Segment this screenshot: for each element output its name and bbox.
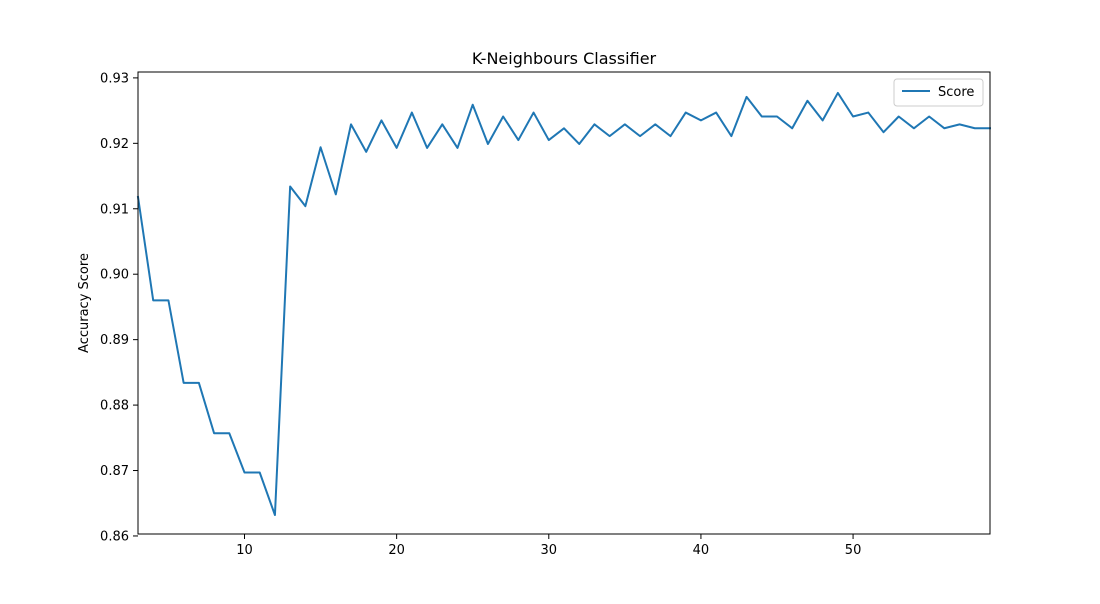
y-tick-label: 0.91 <box>100 202 129 217</box>
y-tick-label: 0.93 <box>100 71 129 86</box>
x-tick-label: 10 <box>236 543 253 558</box>
x-tick-label: 20 <box>388 543 405 558</box>
y-tick-label: 0.92 <box>100 137 129 152</box>
y-tick-label: 0.87 <box>100 464 129 479</box>
legend-box <box>893 78 984 107</box>
y-tick-label: 0.86 <box>100 529 129 544</box>
x-axis-ticks: 10 20 30 40 50 <box>236 534 861 558</box>
x-tick-label: 30 <box>541 543 558 558</box>
chart-title: K-Neighbours Classifier <box>472 49 657 68</box>
legend-label-score: Score <box>938 85 974 100</box>
plot-frame <box>137 71 991 535</box>
y-tick-label: 0.89 <box>100 333 129 348</box>
y-tick-label: 0.88 <box>100 399 129 414</box>
x-tick-label: 40 <box>693 543 710 558</box>
series-points <box>137 91 992 516</box>
y-axis-label: Accuracy Score <box>77 253 92 353</box>
y-tick-label: 0.90 <box>100 268 129 283</box>
x-tick-label: 50 <box>845 543 862 558</box>
series-line-score <box>136 91 991 517</box>
y-axis-ticks: 0.86 0.87 0.88 0.89 0.90 0.91 0.92 0.93 <box>100 71 138 544</box>
legend: Score <box>893 78 984 107</box>
